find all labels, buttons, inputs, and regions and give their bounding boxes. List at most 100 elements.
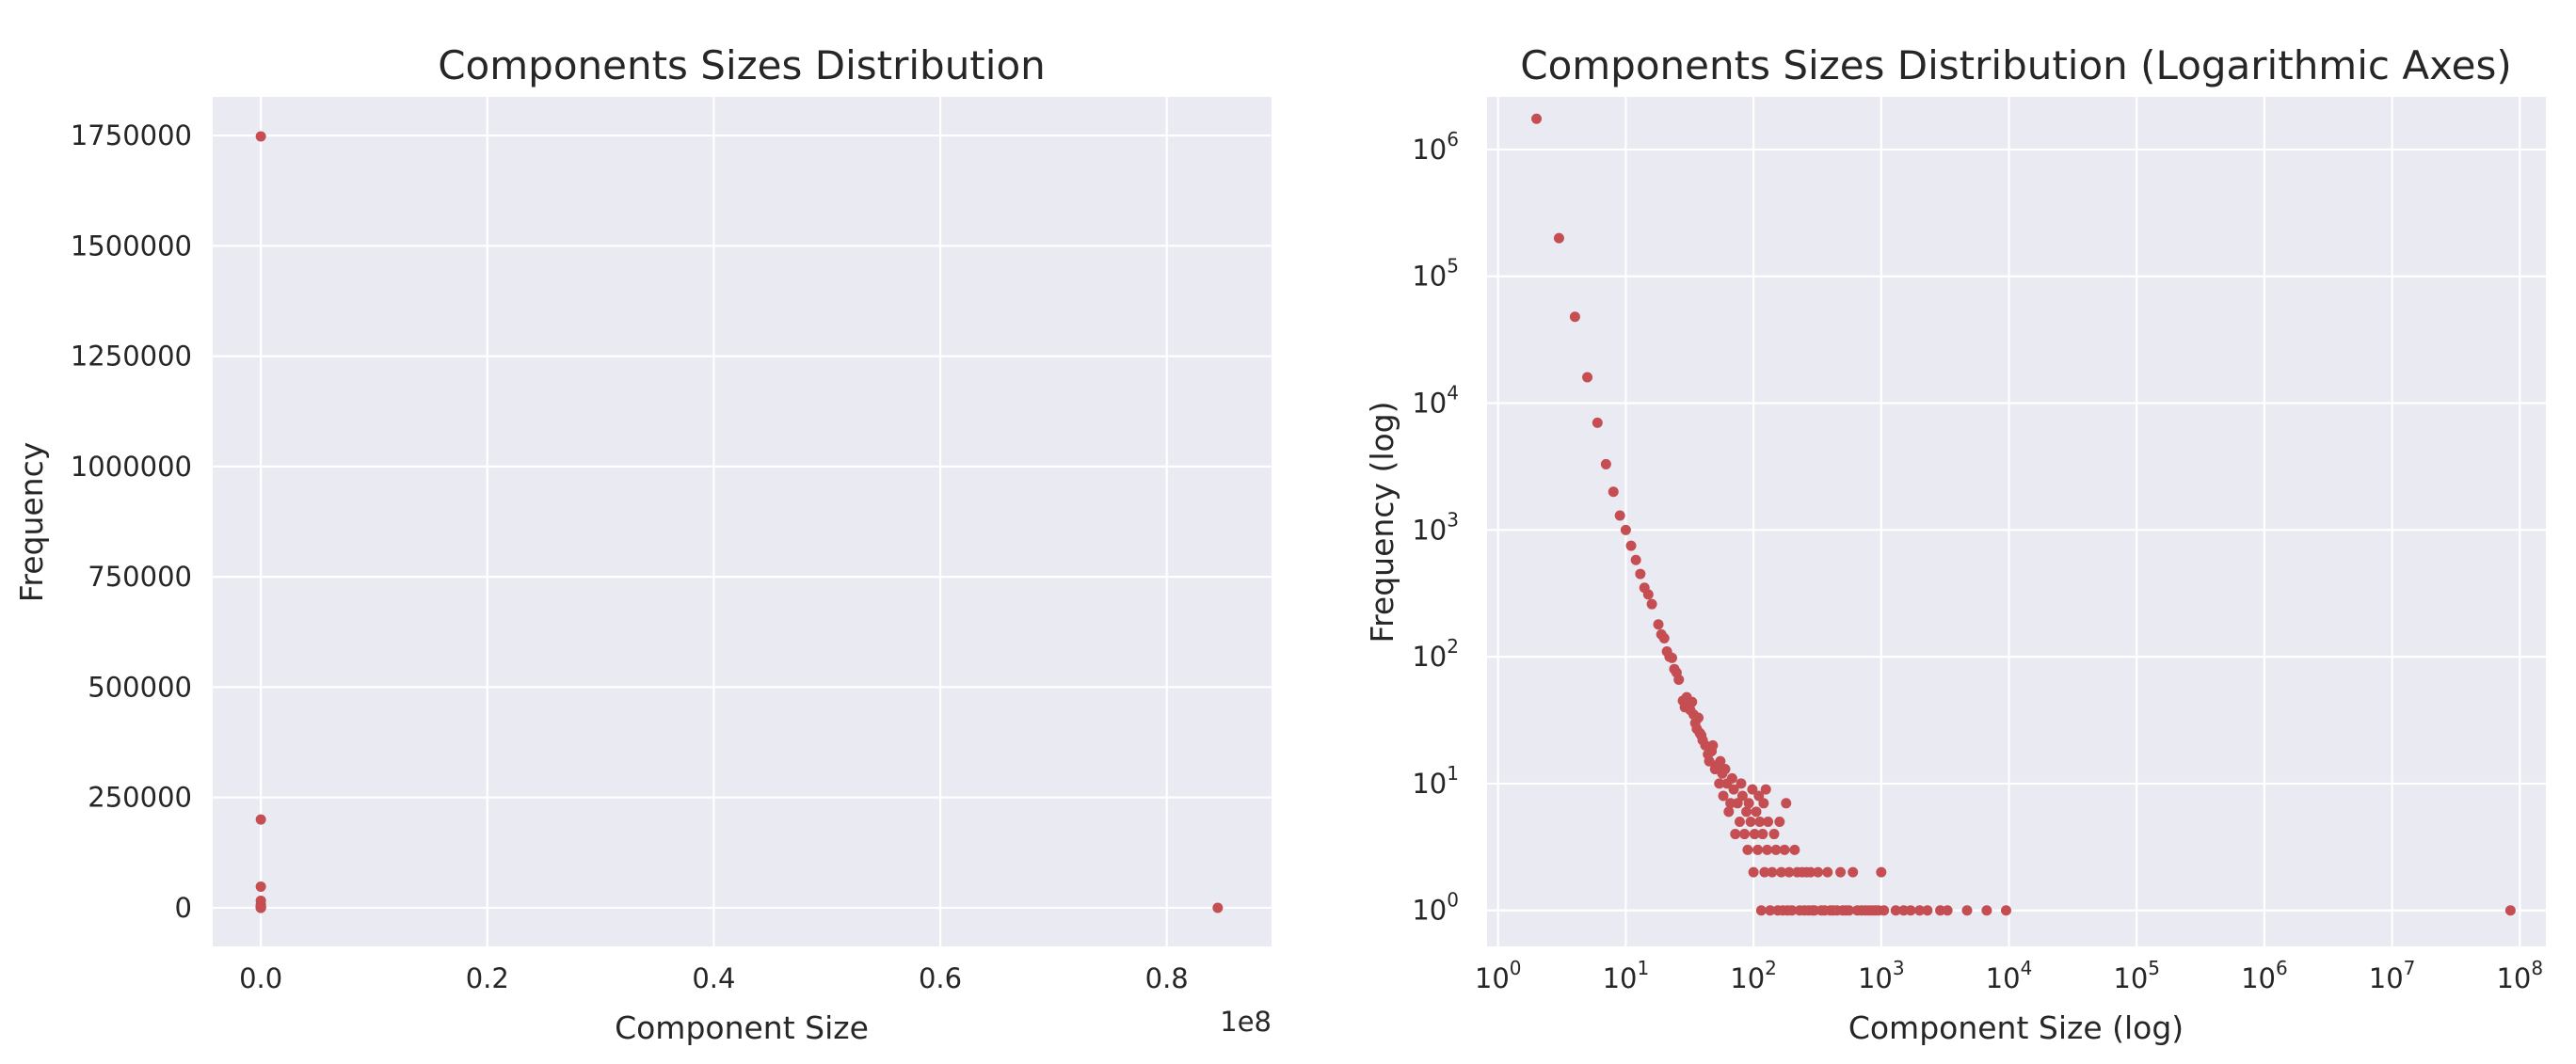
data-point [1728, 784, 1739, 795]
data-point [1726, 772, 1737, 784]
data-point [255, 814, 266, 825]
data-point [1922, 905, 1933, 916]
y-tick-label: 106 [1412, 128, 1459, 166]
plot-area [1487, 97, 2546, 946]
x-tick-label: 0.8 [1145, 962, 1189, 994]
data-point [1742, 844, 1753, 855]
data-point [1745, 816, 1756, 827]
data-point [1784, 866, 1795, 878]
data-point [1779, 844, 1790, 855]
data-point [1704, 755, 1715, 767]
y-tick-label: 1500000 [71, 230, 192, 262]
y-axis-label: Frequency (log) [1364, 401, 1400, 643]
data-point [1720, 764, 1731, 775]
x-tick-label: 102 [1730, 957, 1777, 994]
data-point [1730, 829, 1741, 840]
data-point [1752, 844, 1764, 855]
data-point [1212, 902, 1224, 913]
data-point [1781, 798, 1792, 809]
data-point [1625, 540, 1637, 551]
x-tick-label: 107 [2369, 957, 2416, 994]
log-scatter-chart: 100 101 102 103 104 105 106 107 108 100 101 102 103… [1364, 42, 2546, 1046]
x-tick-label: 0.6 [919, 962, 962, 994]
data-point [1608, 486, 1619, 498]
data-point [1786, 905, 1798, 916]
data-point [1813, 866, 1824, 878]
data-point [1592, 417, 1603, 428]
data-point [1753, 790, 1765, 802]
data-point [1835, 866, 1847, 878]
y-tick-labels: 100 101 102 103 104 105 106 [1412, 128, 1459, 927]
data-point [1905, 905, 1916, 916]
y-tick-label: 1250000 [71, 341, 192, 373]
data-point [1961, 905, 1973, 916]
y-tick-label: 103 [1412, 508, 1459, 546]
data-point [1754, 816, 1766, 827]
y-tick-label: 104 [1412, 382, 1459, 420]
plot-area [213, 97, 1272, 946]
data-point [1765, 905, 1776, 916]
x-axis-label: Component Size [615, 1009, 869, 1046]
x-tick-labels: 0.0 0.2 0.4 0.6 0.8 [239, 962, 1189, 994]
data-point [1749, 829, 1760, 840]
data-point [1666, 652, 1677, 663]
data-point [1762, 844, 1773, 855]
data-point [1914, 905, 1926, 916]
data-point [1848, 866, 1859, 878]
data-point [1614, 510, 1625, 521]
data-point [1805, 866, 1816, 878]
data-point [1890, 905, 1901, 916]
data-point [1736, 778, 1747, 789]
x-tick-label: 101 [1603, 957, 1650, 994]
data-point [255, 902, 266, 913]
y-tick-label: 102 [1412, 635, 1459, 673]
data-point [1879, 905, 1890, 916]
data-point [1687, 696, 1698, 707]
data-points [255, 131, 1224, 913]
x-tick-label: 0.4 [692, 962, 735, 994]
data-point [1822, 866, 1833, 878]
data-point [1734, 816, 1745, 827]
data-point [1768, 829, 1780, 840]
data-point [1736, 790, 1748, 802]
data-point [1741, 806, 1752, 818]
data-point [1774, 816, 1785, 827]
grid [213, 97, 1272, 946]
linear-scatter-chart: 0.0 0.2 0.4 0.6 0.8 0 250000 500000 750000 10000… [13, 42, 1272, 1046]
data-point [1723, 806, 1735, 818]
x-offset-label: 1e8 [1220, 1006, 1272, 1038]
data-point [1751, 806, 1762, 818]
data-point [1707, 739, 1719, 751]
data-point [1653, 619, 1664, 630]
chart-title: Components Sizes Distribution [438, 42, 1046, 88]
x-tick-label: 108 [2496, 957, 2543, 994]
data-point [1646, 598, 1657, 610]
data-point [1642, 589, 1654, 600]
y-tick-labels: 0 250000 500000 750000 1000000 1250000 1500000… [71, 119, 192, 924]
y-axis-label: Frequency [13, 442, 50, 602]
data-point [255, 131, 266, 142]
y-tick-label: 250000 [88, 782, 192, 814]
data-point [2504, 905, 2516, 916]
data-point [1981, 905, 1992, 916]
data-point [1743, 798, 1754, 809]
data-point [1844, 905, 1855, 916]
grid [1487, 97, 2546, 946]
data-point [255, 881, 266, 892]
data-point [1942, 905, 1953, 916]
x-tick-label: 105 [2113, 957, 2160, 994]
data-point [1747, 784, 1758, 795]
data-point [1759, 866, 1770, 878]
x-tick-label: 0.0 [239, 962, 282, 994]
data-point [1630, 554, 1641, 565]
y-tick-label: 1750000 [71, 119, 192, 151]
x-tick-label: 0.2 [466, 962, 509, 994]
data-point [1739, 829, 1751, 840]
data-point [1582, 372, 1593, 383]
data-point [1748, 866, 1759, 878]
data-point [1569, 311, 1580, 323]
data-point [1658, 632, 1670, 643]
data-points [1531, 113, 2516, 916]
x-tick-label: 106 [2241, 957, 2288, 994]
